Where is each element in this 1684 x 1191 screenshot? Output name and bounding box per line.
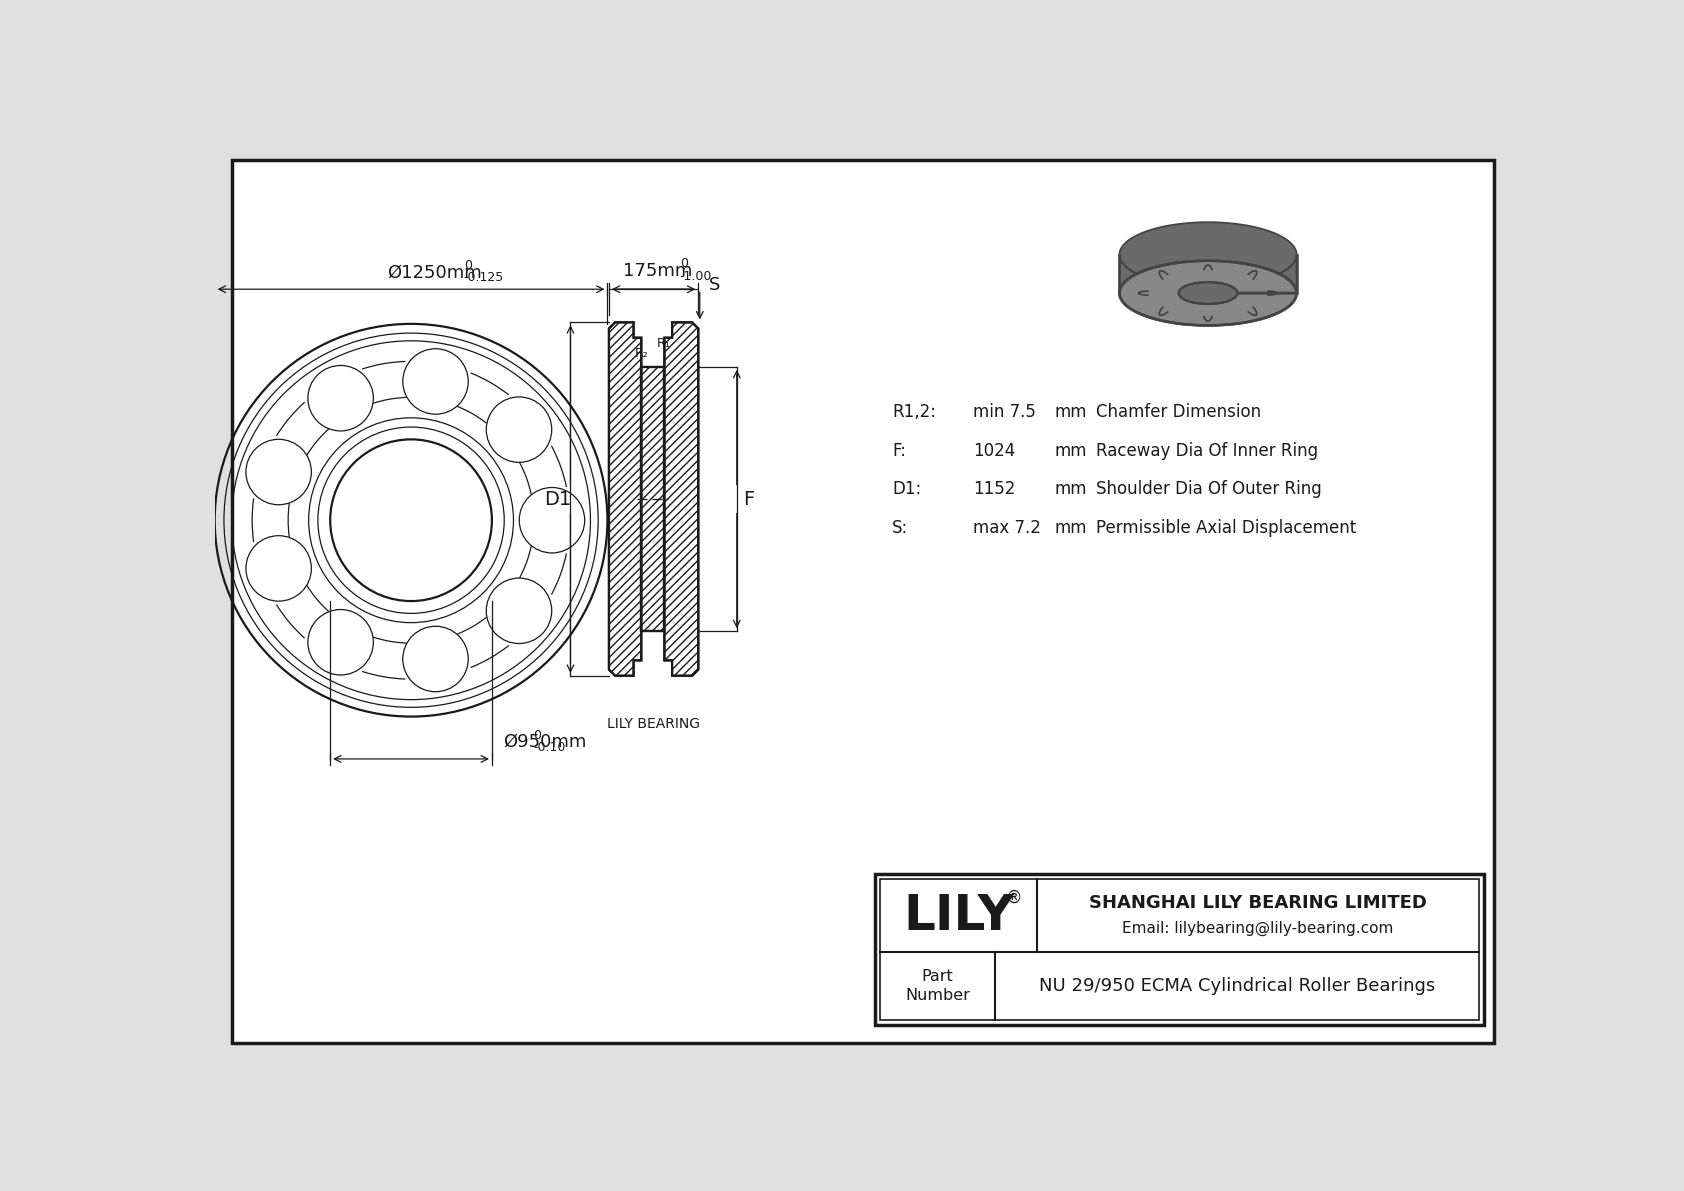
Text: mm: mm <box>1054 480 1086 498</box>
Text: D1: D1 <box>544 490 573 509</box>
Text: Permissible Axial Displacement: Permissible Axial Displacement <box>1096 519 1357 537</box>
Text: F: F <box>743 490 754 509</box>
Text: 0: 0 <box>463 258 472 272</box>
Polygon shape <box>665 323 699 675</box>
Polygon shape <box>1120 261 1297 325</box>
Text: D1:: D1: <box>893 480 921 498</box>
Text: NU 29/950 ECMA Cylindrical Roller Bearings: NU 29/950 ECMA Cylindrical Roller Bearin… <box>1039 978 1435 996</box>
Text: S:: S: <box>893 519 909 537</box>
Text: 175mm: 175mm <box>623 262 692 280</box>
Text: min 7.5: min 7.5 <box>973 404 1036 422</box>
Bar <box>642 367 665 631</box>
Text: max 7.2: max 7.2 <box>973 519 1041 537</box>
Text: mm: mm <box>1054 519 1086 537</box>
Text: R₁: R₁ <box>657 337 670 350</box>
Text: -0.125: -0.125 <box>463 272 504 285</box>
Polygon shape <box>1179 282 1238 304</box>
Text: Part
Number: Part Number <box>904 969 970 1003</box>
Bar <box>642 367 665 631</box>
Text: S: S <box>709 276 721 294</box>
Text: LILY: LILY <box>903 892 1014 940</box>
Text: 0: 0 <box>680 257 687 270</box>
Text: SHANGHAI LILY BEARING LIMITED: SHANGHAI LILY BEARING LIMITED <box>1090 894 1426 912</box>
Text: mm: mm <box>1054 442 1086 460</box>
Text: F:: F: <box>893 442 906 460</box>
Bar <box>881 879 1479 1019</box>
Text: R₂: R₂ <box>635 347 648 360</box>
Text: Shoulder Dia Of Outer Ring: Shoulder Dia Of Outer Ring <box>1096 480 1322 498</box>
Text: R1,2:: R1,2: <box>893 404 936 422</box>
Text: 1152: 1152 <box>973 480 1015 498</box>
Text: Email: lilybearing@lily-bearing.com: Email: lilybearing@lily-bearing.com <box>1122 921 1394 936</box>
Text: Ø1250mm: Ø1250mm <box>387 263 482 281</box>
Text: ®: ® <box>1005 888 1022 906</box>
Text: -1.00: -1.00 <box>680 269 712 282</box>
Text: mm: mm <box>1054 404 1086 422</box>
Bar <box>642 367 665 631</box>
Text: Chamfer Dimension: Chamfer Dimension <box>1096 404 1261 422</box>
Polygon shape <box>610 323 642 675</box>
Bar <box>876 874 1484 1024</box>
Text: -0.10: -0.10 <box>534 741 566 754</box>
Polygon shape <box>1120 223 1297 293</box>
Text: 1024: 1024 <box>973 442 1015 460</box>
Text: LILY BEARING: LILY BEARING <box>608 717 701 730</box>
Text: Ø950mm: Ø950mm <box>504 732 586 752</box>
Text: Raceway Dia Of Inner Ring: Raceway Dia Of Inner Ring <box>1096 442 1319 460</box>
Text: 0: 0 <box>534 729 542 742</box>
